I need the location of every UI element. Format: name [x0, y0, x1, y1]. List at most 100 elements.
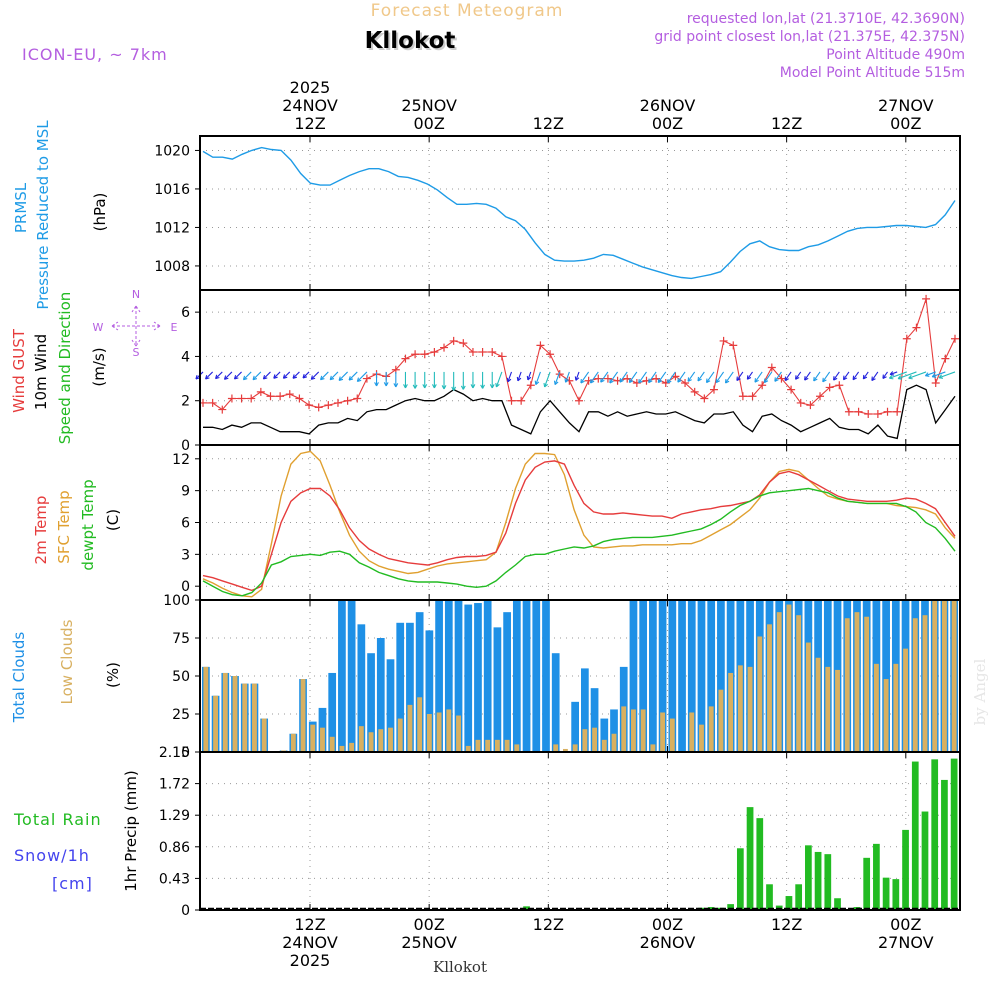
label-c: (C)	[104, 509, 122, 531]
wind-panel: 0 2 4 6	[181, 289, 961, 454]
gust-point	[902, 334, 911, 343]
total-cloud-bar	[542, 600, 550, 752]
label-speed-direction: Speed and Direction	[56, 292, 74, 445]
bottom-time-label: 12Z	[294, 915, 325, 934]
wind-arrow	[852, 371, 860, 381]
rain-bar	[736, 848, 744, 910]
bottom-time-label: 25NOV	[401, 933, 457, 952]
compass-cross	[111, 305, 161, 347]
low-cloud-bar	[475, 739, 481, 752]
wind-arrow	[495, 371, 503, 388]
pressure-panel: 1008 1012 1016 1020	[154, 135, 961, 291]
wind-arrow-head	[495, 382, 500, 388]
wind-arrow	[302, 371, 310, 379]
gust-point	[767, 363, 776, 372]
wind-arrow-head	[460, 385, 466, 390]
pressure-frame	[199, 135, 961, 291]
rain-bar	[941, 779, 948, 910]
wind-ytick-label: 2	[181, 394, 190, 410]
low-cloud-bar	[912, 618, 918, 752]
total-cloud-bar	[551, 653, 560, 752]
gust-point	[690, 387, 699, 396]
wind-arrow-head	[648, 378, 653, 384]
wind-arrow	[871, 371, 879, 381]
rain-bar	[921, 811, 929, 910]
gust-point	[854, 407, 863, 416]
gust-point	[951, 334, 959, 343]
wind-arrow	[554, 371, 561, 385]
wind-arrow	[565, 371, 570, 383]
wind-arrow-head	[262, 375, 268, 380]
info-point-altitude: Point Altitude 490m	[826, 47, 965, 63]
gust-point	[362, 374, 371, 383]
wind-arrow-head	[774, 377, 779, 382]
wind-arrow-head	[813, 376, 818, 382]
low-cloud-bar	[358, 726, 364, 752]
wind-arrow	[575, 371, 580, 381]
wind-arrow	[882, 371, 888, 379]
gust-point	[922, 294, 931, 303]
wind-frame	[199, 289, 961, 446]
compass-s: S	[133, 346, 140, 359]
rain-bar	[795, 884, 803, 910]
total-cloud-bar	[717, 600, 725, 752]
clouds-ytick-label: 25	[172, 707, 190, 723]
wind-arrow	[619, 371, 628, 383]
gust-point	[806, 401, 815, 410]
pressure-ytick-label: 1020	[154, 143, 190, 159]
wind-arrow	[507, 371, 513, 382]
bottom-time-label: 00Z	[890, 915, 921, 934]
low-cloud-bar	[689, 712, 695, 752]
location-info: requested lon,lat (21.3710E, 42.3690N) g…	[654, 11, 965, 81]
temp-ytick-label: 0	[181, 579, 190, 595]
wind-arrow-head	[897, 375, 903, 380]
gust-point	[411, 350, 420, 359]
gust-point	[449, 336, 458, 345]
gust-point	[835, 381, 844, 390]
low-cloud-bar	[339, 745, 345, 752]
gust-point	[912, 323, 921, 332]
total-cloud-bar	[415, 612, 424, 752]
wind-arrow	[925, 371, 936, 377]
wind-arrow-head	[589, 378, 595, 384]
wind-arrow	[813, 371, 821, 382]
low-cloud-bar	[776, 612, 782, 752]
gust-point	[681, 379, 690, 387]
wind-arrow	[527, 371, 532, 381]
wind-arrow	[517, 371, 522, 382]
total-cloud-bar	[629, 600, 638, 752]
low-cloud-bar	[553, 744, 559, 752]
info-requested: requested lon,lat (21.3710E, 42.3690N)	[687, 11, 965, 27]
low-cloud-bar	[329, 736, 335, 752]
low-cloud-bar	[426, 714, 432, 752]
total-cloud-bar	[571, 701, 579, 752]
gust-point	[459, 339, 468, 348]
wind-arrow	[687, 371, 696, 382]
wind-arrow-head	[862, 374, 868, 380]
wind-arrow	[356, 371, 368, 382]
dewpt-line	[202, 487, 956, 597]
total-cloud-bar	[474, 603, 482, 752]
watermark: by Angel	[971, 658, 989, 725]
total-cloud-bar	[493, 627, 502, 752]
total-cloud-bar	[425, 630, 434, 752]
wind-arrow-head	[431, 384, 437, 389]
rain-bar	[873, 843, 880, 910]
gust-point	[324, 401, 333, 410]
gust-point	[276, 392, 285, 401]
temp-ytick-label: 9	[181, 484, 190, 500]
wind-arrow-head	[412, 384, 418, 389]
total-cloud-bar	[658, 600, 667, 752]
gust-point	[555, 370, 564, 379]
bottom-time-label: 24NOV	[282, 933, 338, 952]
wind-arrow	[320, 371, 329, 381]
wind-arrow	[804, 371, 811, 381]
total-cloud-bar	[882, 600, 890, 752]
gust-point	[873, 410, 882, 418]
gust-point	[333, 398, 342, 407]
wind-arrow-head	[657, 378, 663, 384]
top-time-label: 00Z	[890, 114, 921, 133]
total-cloud-bar	[444, 600, 453, 752]
label-10m-wind: 10m Wind	[32, 334, 50, 410]
wind-arrow-head	[638, 378, 643, 384]
